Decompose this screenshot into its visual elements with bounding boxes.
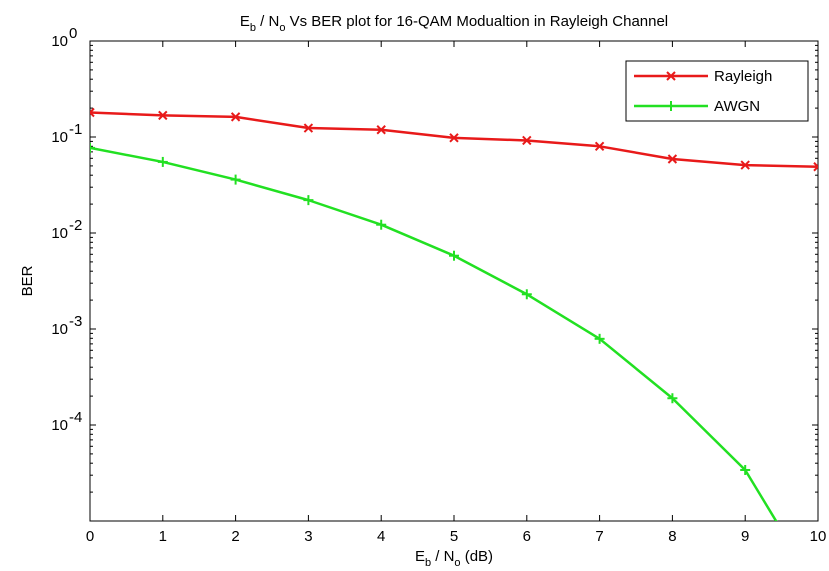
legend-label-rayleigh: Rayleigh <box>714 68 772 85</box>
y-tick-label: 10 <box>51 129 68 146</box>
y-tick-base: 10 <box>51 321 68 338</box>
y-tick-exponent: -4 <box>69 409 82 426</box>
x-tick-label: 5 <box>450 528 458 545</box>
series-rayleigh-point <box>740 160 750 170</box>
series-rayleigh-point <box>813 165 818 172</box>
series-rayleigh-point <box>667 154 678 164</box>
legend-label-awgn: AWGN <box>714 98 760 115</box>
title-rest: Vs BER plot for 16-QAM Modualtion in Ray… <box>285 13 668 30</box>
y-tick-base: 10 <box>51 129 68 146</box>
y-tick-label: 10 <box>51 321 68 338</box>
series-rayleigh-point <box>594 141 605 152</box>
y-tick-label: 10 <box>51 417 68 434</box>
y-tick-label: 10 <box>51 33 68 50</box>
series-rayleigh-point <box>449 133 459 143</box>
xlabel-e-sub: b <box>425 557 431 569</box>
xlabel-rest: (dB) <box>461 548 494 565</box>
y-tick-base: 10 <box>51 225 68 242</box>
legend: Rayleigh AWGN <box>625 60 809 122</box>
series-rayleigh-point <box>90 107 95 114</box>
title-e-sub: b <box>250 22 256 34</box>
y-tick-base: 10 <box>51 417 68 434</box>
series-rayleigh-point <box>90 111 95 118</box>
x-tick-label: 7 <box>595 528 603 545</box>
legend-items: Rayleigh AWGN <box>634 68 772 115</box>
xlabel-e: E <box>415 548 425 565</box>
x-axis-label: Eb / No (dB) <box>415 548 493 569</box>
series-rayleigh-point <box>158 110 168 121</box>
y-tick-exponent: -3 <box>69 313 82 330</box>
x-tick-label: 0 <box>86 528 94 545</box>
xlabel-slash: / N <box>431 548 454 565</box>
x-tick-labels: 0 1 2 3 4 5 6 7 8 9 10 <box>86 528 827 545</box>
chart-title: Eb / No Vs BER plot for 16-QAM Modualtio… <box>240 13 668 34</box>
x-tick-label: 1 <box>159 528 167 545</box>
x-tick-label: 9 <box>741 528 749 545</box>
series-layer <box>90 107 818 521</box>
series-rayleigh-point <box>303 123 314 133</box>
title-slash: / N <box>256 13 279 30</box>
x-tick-label: 3 <box>304 528 312 545</box>
y-tick-exponent: -1 <box>69 121 82 138</box>
y-tick-exponent: -2 <box>69 217 82 234</box>
series-rayleigh-point <box>376 125 386 135</box>
x-tick-label: 2 <box>231 528 239 545</box>
title-n-sub: o <box>279 22 285 34</box>
y-axis-label: BER <box>19 265 36 296</box>
y-tick-base: 10 <box>51 33 68 50</box>
title-e: E <box>240 13 250 30</box>
series-rayleigh-point <box>522 135 532 146</box>
x-tick-label: 6 <box>523 528 531 545</box>
x-tick-label: 8 <box>668 528 676 545</box>
legend-box <box>625 60 809 122</box>
y-tick-exponent: 0 <box>69 25 77 42</box>
xlabel-n-sub: o <box>454 557 460 569</box>
legend-marker-rayleigh <box>666 71 676 81</box>
series-awgn <box>90 142 778 521</box>
y-tick-label: 10 <box>51 225 68 242</box>
series-rayleigh-point <box>230 112 241 122</box>
axis-ticks <box>89 40 819 521</box>
x-tick-label: 4 <box>377 528 385 545</box>
series-rayleigh <box>90 107 818 172</box>
series-rayleigh-point <box>813 162 818 169</box>
x-tick-label: 10 <box>810 528 827 545</box>
